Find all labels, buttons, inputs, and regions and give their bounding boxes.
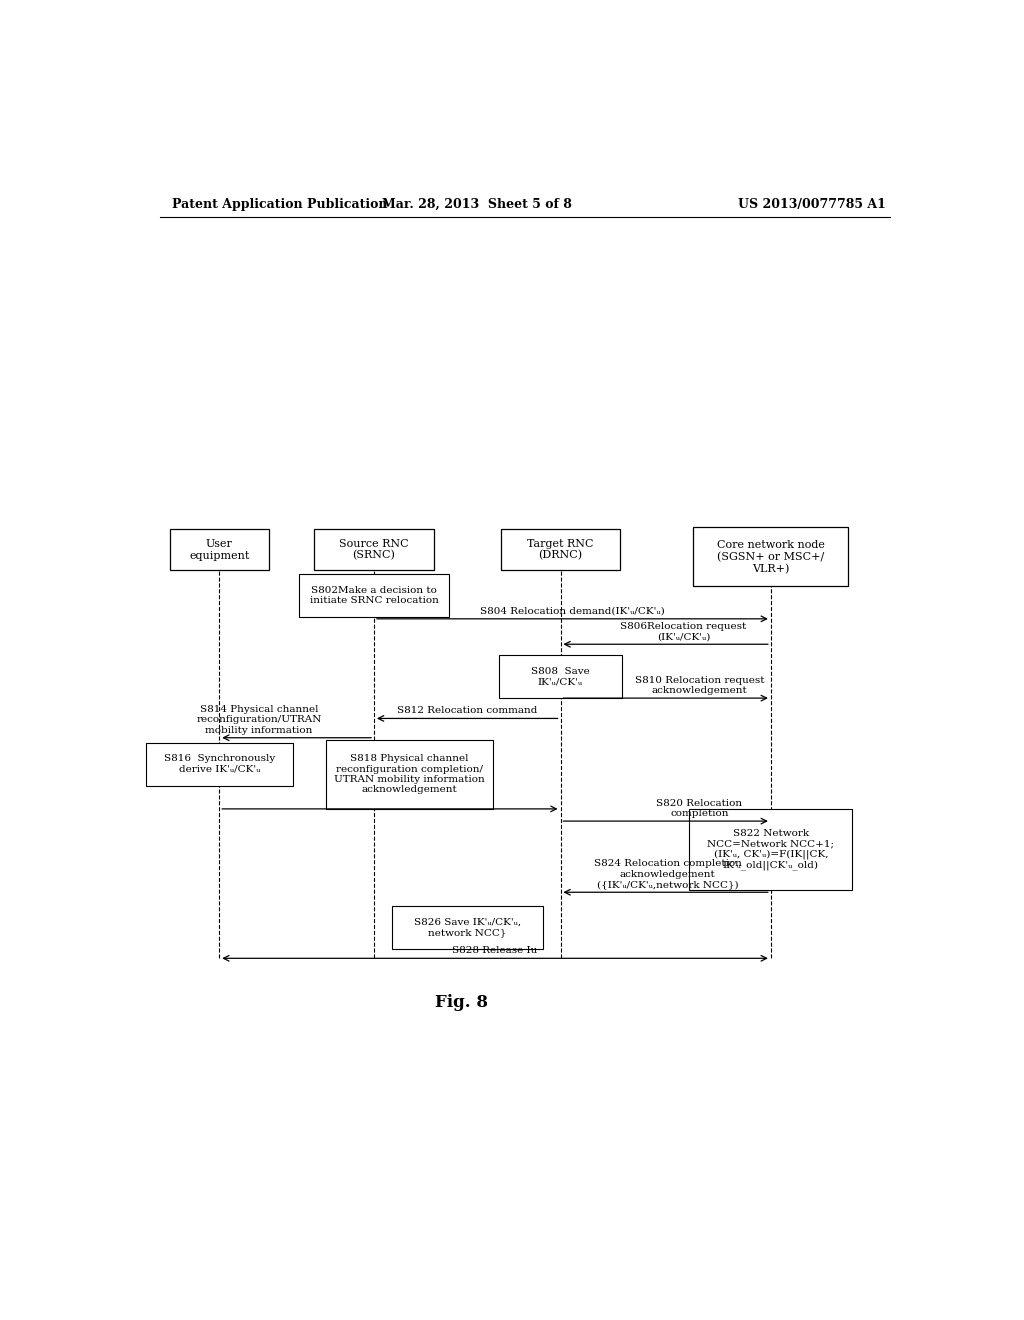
Text: S810 Relocation request
acknowledgement: S810 Relocation request acknowledgement: [635, 676, 764, 696]
Text: Fig. 8: Fig. 8: [435, 994, 487, 1011]
FancyBboxPatch shape: [501, 529, 620, 570]
Text: S808  Save
IK'ᵤ/CK'ᵤ: S808 Save IK'ᵤ/CK'ᵤ: [531, 667, 590, 686]
Text: Core network node
(SGSN+ or MSC+/
VLR+): Core network node (SGSN+ or MSC+/ VLR+): [717, 540, 824, 574]
Text: S806Relocation request
(IK'ᵤ/CK'ᵤ): S806Relocation request (IK'ᵤ/CK'ᵤ): [621, 622, 746, 642]
FancyBboxPatch shape: [299, 574, 450, 616]
Text: S804 Relocation demand(IK'ᵤ/CK'ᵤ): S804 Relocation demand(IK'ᵤ/CK'ᵤ): [480, 607, 665, 615]
Text: S814 Physical channel
reconfiguration/UTRAN
mobility information: S814 Physical channel reconfiguration/UT…: [197, 705, 322, 735]
Text: S818 Physical channel
reconfiguration completion/
UTRAN mobility information
ack: S818 Physical channel reconfiguration co…: [335, 754, 485, 795]
Text: User
equipment: User equipment: [189, 539, 250, 561]
Text: Mar. 28, 2013  Sheet 5 of 8: Mar. 28, 2013 Sheet 5 of 8: [382, 198, 572, 211]
FancyBboxPatch shape: [145, 743, 293, 785]
FancyBboxPatch shape: [314, 529, 433, 570]
FancyBboxPatch shape: [327, 739, 494, 809]
Text: S820 Relocation
completion: S820 Relocation completion: [656, 799, 742, 818]
Text: S822 Network
NCC=Network NCC+1;
(IK'ᵤ, CK'ᵤ)=F(IK||CK,
IK'ᵤ_old||CK'ᵤ_old): S822 Network NCC=Network NCC+1; (IK'ᵤ, C…: [708, 829, 835, 870]
Text: S824 Relocation completion
acknowledgement
({IK'ᵤ/CK'ᵤ,network NCC}): S824 Relocation completion acknowledgeme…: [594, 859, 741, 890]
FancyBboxPatch shape: [392, 907, 543, 949]
Text: US 2013/0077785 A1: US 2013/0077785 A1: [738, 198, 886, 211]
Text: S802Make a decision to
initiate SRNC relocation: S802Make a decision to initiate SRNC rel…: [309, 586, 438, 605]
Text: S828 Release Iu: S828 Release Iu: [452, 946, 538, 956]
FancyBboxPatch shape: [170, 529, 269, 570]
FancyBboxPatch shape: [689, 809, 852, 890]
Text: Target RNC
(DRNC): Target RNC (DRNC): [527, 539, 594, 561]
Text: Patent Application Publication: Patent Application Publication: [172, 198, 387, 211]
FancyBboxPatch shape: [693, 528, 848, 586]
Text: S816  Synchronously
derive IK'ᵤ/CK'ᵤ: S816 Synchronously derive IK'ᵤ/CK'ᵤ: [164, 755, 274, 774]
FancyBboxPatch shape: [499, 656, 622, 698]
Text: S826 Save IK'ᵤ/CK'ᵤ,
network NCC}: S826 Save IK'ᵤ/CK'ᵤ, network NCC}: [414, 919, 521, 937]
Text: Source RNC
(SRNC): Source RNC (SRNC): [339, 539, 409, 561]
Text: S812 Relocation command: S812 Relocation command: [397, 706, 538, 715]
